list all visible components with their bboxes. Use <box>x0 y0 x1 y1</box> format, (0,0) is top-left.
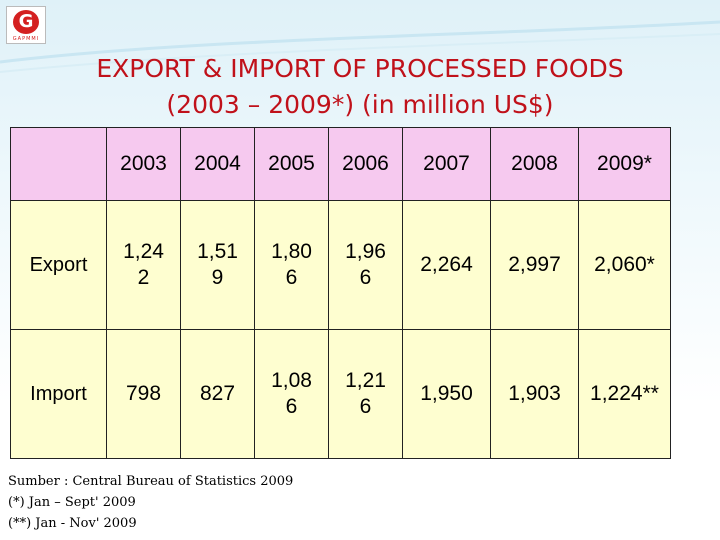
corner-cell <box>10 127 107 201</box>
table-cell: 2,264 <box>402 200 491 330</box>
table-cell: 1,24 2 <box>106 200 181 330</box>
table-cell: 2,060* <box>578 200 671 330</box>
logo-mark: G <box>13 10 39 34</box>
year-header: 2007 <box>402 127 491 201</box>
source-note: Sumber : Central Bureau of Statistics 20… <box>8 474 294 489</box>
table-cell: 1,51 9 <box>180 200 255 330</box>
row-label: Import <box>10 329 107 459</box>
year-header: 2004 <box>180 127 255 201</box>
table-row-import: Import 798 827 1,08 6 1,21 6 1,950 1,903… <box>10 329 671 459</box>
trade-table: 2003 2004 2005 2006 2007 2008 2009* Expo… <box>10 127 671 459</box>
logo-tag: GAPMMI <box>12 36 40 42</box>
header-row: 2003 2004 2005 2006 2007 2008 2009* <box>10 127 671 201</box>
table-row-export: Export 1,24 2 1,51 9 1,80 6 1,96 6 2,264… <box>10 200 671 330</box>
table-cell: 2,997 <box>490 200 579 330</box>
table-cell: 1,08 6 <box>254 329 329 459</box>
year-header: 2008 <box>490 127 579 201</box>
year-header: 2009* <box>578 127 671 201</box>
year-header: 2003 <box>106 127 181 201</box>
table-cell: 1,80 6 <box>254 200 329 330</box>
year-header: 2006 <box>328 127 403 201</box>
footnote-1: (*) Jan – Sept' 2009 <box>8 495 136 510</box>
table-cell: 798 <box>106 329 181 459</box>
footnote-2: (**) Jan - Nov' 2009 <box>8 516 137 531</box>
company-logo: G GAPMMI <box>6 6 46 44</box>
page-title-line2: (2003 – 2009*) (in million US$) <box>166 90 554 119</box>
table-cell: 1,224** <box>578 329 671 459</box>
table-cell: 1,96 6 <box>328 200 403 330</box>
page-title-line1: EXPORT & IMPORT OF PROCESSED FOODS <box>96 54 624 83</box>
year-header: 2005 <box>254 127 329 201</box>
table-cell: 1,21 6 <box>328 329 403 459</box>
row-label: Export <box>10 200 107 330</box>
table-cell: 827 <box>180 329 255 459</box>
table-cell: 1,903 <box>490 329 579 459</box>
table-cell: 1,950 <box>402 329 491 459</box>
footnotes: Sumber : Central Bureau of Statistics 20… <box>8 471 293 534</box>
